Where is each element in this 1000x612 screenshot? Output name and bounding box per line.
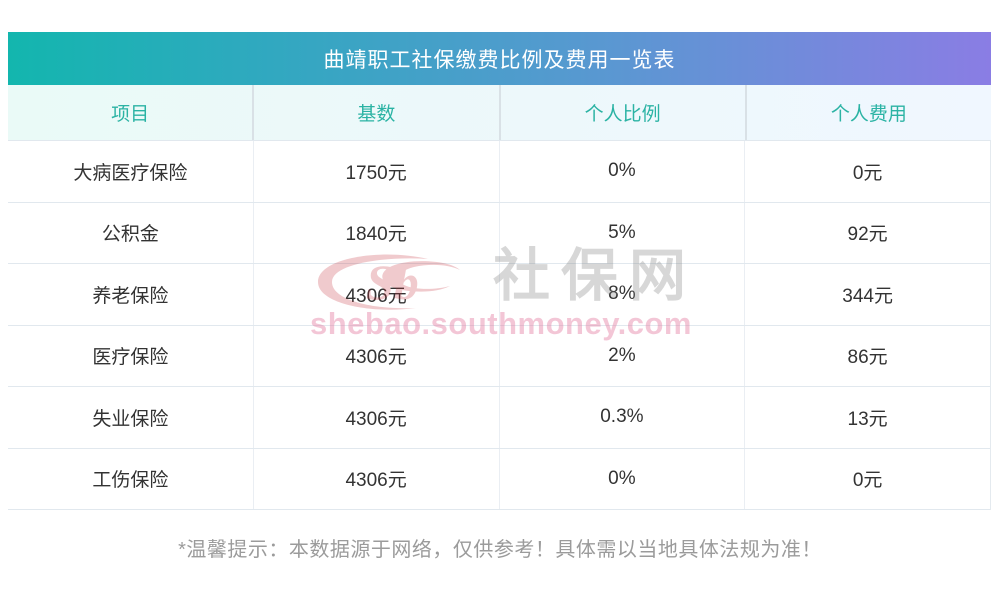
cell-item: 公积金: [8, 202, 254, 263]
cell-personal-ratio: 0%: [500, 141, 746, 202]
cell-personal-fee: 0元: [852, 470, 883, 492]
cell-item: 医疗保险: [8, 325, 254, 386]
cell-personal-fee: 0元: [852, 162, 883, 184]
column-header-item: 项目: [8, 85, 255, 140]
table-body: 大病医疗保险 1750元 0% 0元 公积金 1840元 5% 92元 养老保险 4306元 8% 3…: [8, 140, 991, 510]
cell-base: 4306元: [254, 448, 500, 509]
column-header-row: 项目 基数 个人比例 个人费用: [8, 85, 991, 140]
table-row: 养老保险 4306元 8% 344元: [8, 264, 990, 326]
cell-personal-ratio: 8%: [500, 264, 746, 325]
social-insurance-table: 曲靖职工社保缴费比例及费用一览表 项目 基数 个人比例 个人费用 大病医疗保险 1…: [8, 32, 991, 510]
cell-item: 养老保险: [8, 264, 254, 325]
cell-item: 失业保险: [8, 387, 254, 448]
cell-personal-fee: 344元: [842, 285, 893, 307]
column-header-base: 基数: [254, 85, 501, 140]
cell-base: 1840元: [254, 202, 500, 263]
cell-personal-ratio: 0.3%: [500, 387, 746, 448]
cell-base: 4306元: [254, 264, 500, 325]
cell-base: 4306元: [254, 387, 500, 448]
disclaimer-note: *温馨提示：本数据源于网络，仅供参考！具体需以当地具体法规为准！: [178, 539, 822, 561]
cell-base: 1750元: [254, 141, 500, 202]
cell-personal-ratio: 5%: [500, 202, 746, 263]
column-header-personal-fee: 个人费用: [830, 104, 907, 125]
table-title-bar: 曲靖职工社保缴费比例及费用一览表: [8, 32, 991, 85]
table-title: 曲靖职工社保缴费比例及费用一览表: [323, 48, 676, 72]
table-row: 工伤保险 4306元 0% 0元: [8, 448, 990, 510]
cell-personal-fee: 92元: [847, 224, 888, 246]
table-row: 公积金 1840元 5% 92元: [8, 202, 990, 264]
cell-base: 4306元: [254, 325, 500, 386]
cell-item: 工伤保险: [8, 448, 254, 509]
table-row: 医疗保险 4306元 2% 86元: [8, 325, 990, 387]
cell-personal-ratio: 2%: [500, 325, 746, 386]
cell-personal-fee: 13元: [847, 408, 888, 430]
cell-item: 大病医疗保险: [8, 141, 254, 202]
cell-personal-fee: 86元: [847, 347, 888, 369]
table-row: 失业保险 4306元 0.3% 13元: [8, 387, 990, 449]
cell-personal-ratio: 0%: [500, 448, 746, 509]
table-row: 大病医疗保险 1750元 0% 0元: [8, 141, 990, 203]
column-header-personal-ratio: 个人比例: [501, 85, 747, 140]
